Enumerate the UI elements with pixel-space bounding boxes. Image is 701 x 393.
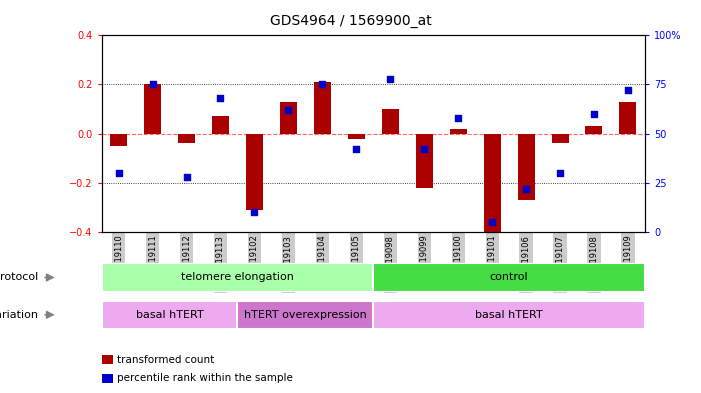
Point [113,170,124,176]
Text: transformed count: transformed count [117,354,215,365]
Bar [110,134,127,146]
Text: GDS4964 / 1569900_at: GDS4964 / 1569900_at [270,14,431,28]
Bar [246,134,263,210]
Bar [348,134,365,138]
Point [453,115,464,121]
Point [385,75,396,82]
Bar [144,84,161,134]
Bar [620,102,637,134]
Text: percentile rank within the sample: percentile rank within the sample [117,373,293,384]
Bar [416,134,433,187]
Bar [314,82,331,134]
Point [418,146,430,152]
Text: genotype/variation: genotype/variation [0,310,39,320]
Text: basal hTERT: basal hTERT [475,310,543,320]
Text: telomere elongation: telomere elongation [181,272,294,283]
Bar [280,102,297,134]
Point [317,81,328,88]
Point [215,95,226,101]
Bar [382,109,399,134]
Bar [102,301,238,329]
Bar [552,134,569,143]
Point [181,174,192,180]
Bar [484,134,501,232]
Text: protocol: protocol [0,272,39,283]
Bar [178,134,195,143]
Bar [449,129,467,134]
Point [283,107,294,113]
Point [520,185,531,192]
Point [147,81,158,88]
Point [350,146,362,152]
Bar [517,134,535,200]
Text: control: control [490,272,529,283]
Point [588,111,599,117]
Text: basal hTERT: basal hTERT [136,310,203,320]
Point [554,170,566,176]
Point [622,87,634,94]
Bar [238,301,374,329]
Bar [374,301,645,329]
Point [249,209,260,215]
Point [486,219,498,225]
Bar [212,116,229,134]
Bar [102,263,374,292]
Bar [585,126,602,134]
Bar [374,263,645,292]
Text: hTERT overexpression: hTERT overexpression [244,310,367,320]
